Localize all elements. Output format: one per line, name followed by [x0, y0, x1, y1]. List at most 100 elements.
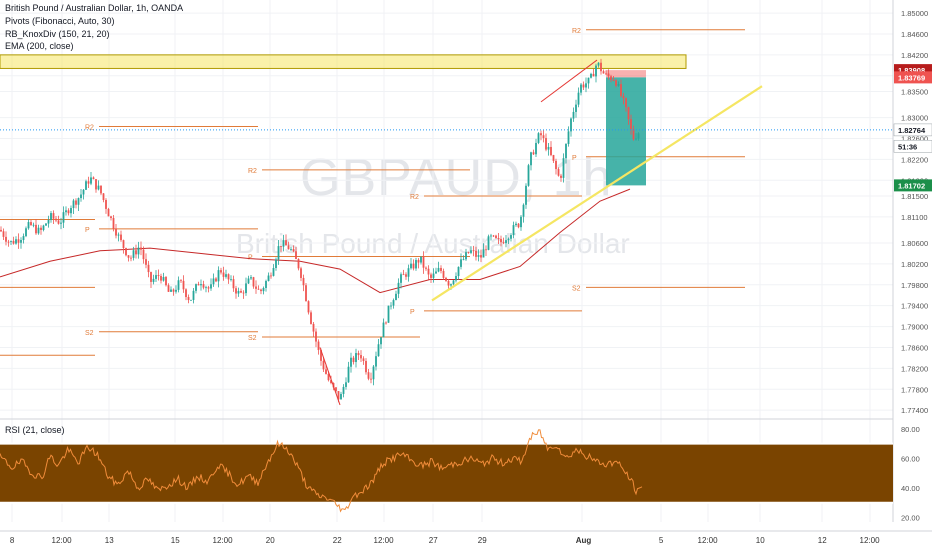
- candle-body: [90, 177, 92, 184]
- time-axis-tick: 22: [333, 536, 342, 545]
- time-axis-tick: 12: [818, 536, 827, 545]
- candle-body: [610, 76, 612, 80]
- candle-body: [405, 274, 407, 277]
- candle-body: [122, 240, 125, 249]
- candle-body: [347, 366, 350, 383]
- candle-body: [277, 246, 280, 260]
- candle-body: [420, 256, 422, 263]
- candle-body: [517, 223, 520, 228]
- candle-body: [390, 305, 392, 307]
- candle-body: [105, 199, 107, 209]
- candle-body: [600, 62, 602, 72]
- candle-body: [95, 179, 97, 190]
- price-axis-tick: 1.82600: [901, 134, 928, 143]
- candle-body: [330, 380, 332, 383]
- price-label-box: [893, 123, 932, 137]
- candle-body: [235, 288, 237, 294]
- candle-body: [497, 238, 500, 239]
- pivot-level-label: S2: [85, 330, 94, 337]
- candle-body: [620, 84, 622, 96]
- price-axis-tick: 1.79000: [901, 323, 928, 332]
- candle-body: [525, 185, 527, 205]
- candle-body: [397, 282, 400, 294]
- candle-body: [472, 250, 475, 252]
- candle-body: [617, 84, 620, 86]
- candle-body: [372, 366, 375, 380]
- candle-body: [255, 286, 257, 289]
- supply-zone: [0, 54, 687, 69]
- candle-body: [555, 160, 557, 170]
- take-profit-zone: [606, 77, 646, 186]
- candle-body: [500, 238, 502, 243]
- candle-body: [10, 240, 12, 242]
- price-label-box: [893, 140, 932, 153]
- candle-body: [342, 386, 345, 394]
- candle-body: [557, 169, 560, 176]
- rsi-axis-tick: 40.00: [901, 484, 920, 493]
- candle-body: [312, 323, 315, 332]
- price-label-stop: 1.83908: [898, 66, 925, 75]
- candle-body: [125, 248, 127, 256]
- candle-body: [220, 270, 222, 273]
- rsi-legend[interactable]: RSI (21, close): [5, 425, 65, 435]
- candle-body: [360, 355, 362, 359]
- candle-body: [590, 73, 592, 78]
- rsi-line: [0, 429, 643, 513]
- candle-body: [487, 236, 490, 250]
- legend-knoxdiv[interactable]: RB_KnoxDiv (150, 21, 20): [5, 29, 110, 39]
- candle-body: [282, 240, 285, 247]
- candle-body: [267, 275, 270, 281]
- divergence-line: [540, 59, 598, 103]
- time-axis-tick: 12:00: [374, 536, 395, 545]
- candle-body: [632, 128, 635, 140]
- candle-body: [430, 274, 432, 278]
- candle-body: [597, 62, 600, 66]
- pivot-level-label: R2: [248, 168, 257, 175]
- candle-body: [57, 220, 60, 224]
- candle-body: [542, 135, 545, 139]
- support-trendline: [431, 85, 763, 302]
- candle-body: [187, 297, 190, 301]
- legend-ema[interactable]: EMA (200, close): [5, 41, 74, 51]
- candle-body: [167, 285, 170, 292]
- candle-body: [75, 200, 77, 205]
- candle-body: [515, 223, 517, 226]
- candle-body: [242, 292, 245, 294]
- candle-body: [97, 185, 100, 190]
- candle-body: [12, 240, 15, 244]
- candle-body: [510, 235, 512, 239]
- candle-body: [62, 212, 65, 223]
- candle-body: [337, 391, 340, 400]
- candle-body: [445, 277, 447, 281]
- legend-pivots[interactable]: Pivots (Fibonacci, Auto, 30): [5, 16, 115, 26]
- candle-body: [80, 194, 82, 199]
- candle-body: [285, 240, 287, 246]
- pivot-level-label: P: [248, 255, 253, 262]
- candle-body: [25, 228, 27, 237]
- price-axis-tick: 1.78600: [901, 343, 928, 352]
- candle-body: [205, 287, 207, 289]
- candle-body: [207, 287, 210, 289]
- candle-body: [5, 236, 7, 242]
- candle-body: [172, 289, 175, 292]
- candle-body: [17, 239, 20, 243]
- candle-body: [435, 271, 437, 274]
- candle-body: [385, 322, 387, 324]
- candle-body: [22, 236, 25, 240]
- candle-body: [307, 301, 310, 313]
- price-axis-tick: 1.83500: [901, 87, 928, 96]
- candle-body: [587, 77, 590, 84]
- candle-body: [212, 278, 215, 285]
- candle-body: [137, 247, 140, 255]
- candle-body: [447, 280, 450, 286]
- time-axis-tick: 12:00: [213, 536, 234, 545]
- candle-body: [462, 259, 465, 261]
- price-label-current: 1.82764: [898, 126, 926, 135]
- time-axis-tick: 12:00: [860, 536, 881, 545]
- rsi-axis-tick: 60.00: [901, 454, 920, 463]
- rsi-axis-tick: 80.00: [901, 425, 920, 434]
- candle-body: [292, 249, 295, 252]
- price-label-target: 1.81702: [898, 181, 925, 190]
